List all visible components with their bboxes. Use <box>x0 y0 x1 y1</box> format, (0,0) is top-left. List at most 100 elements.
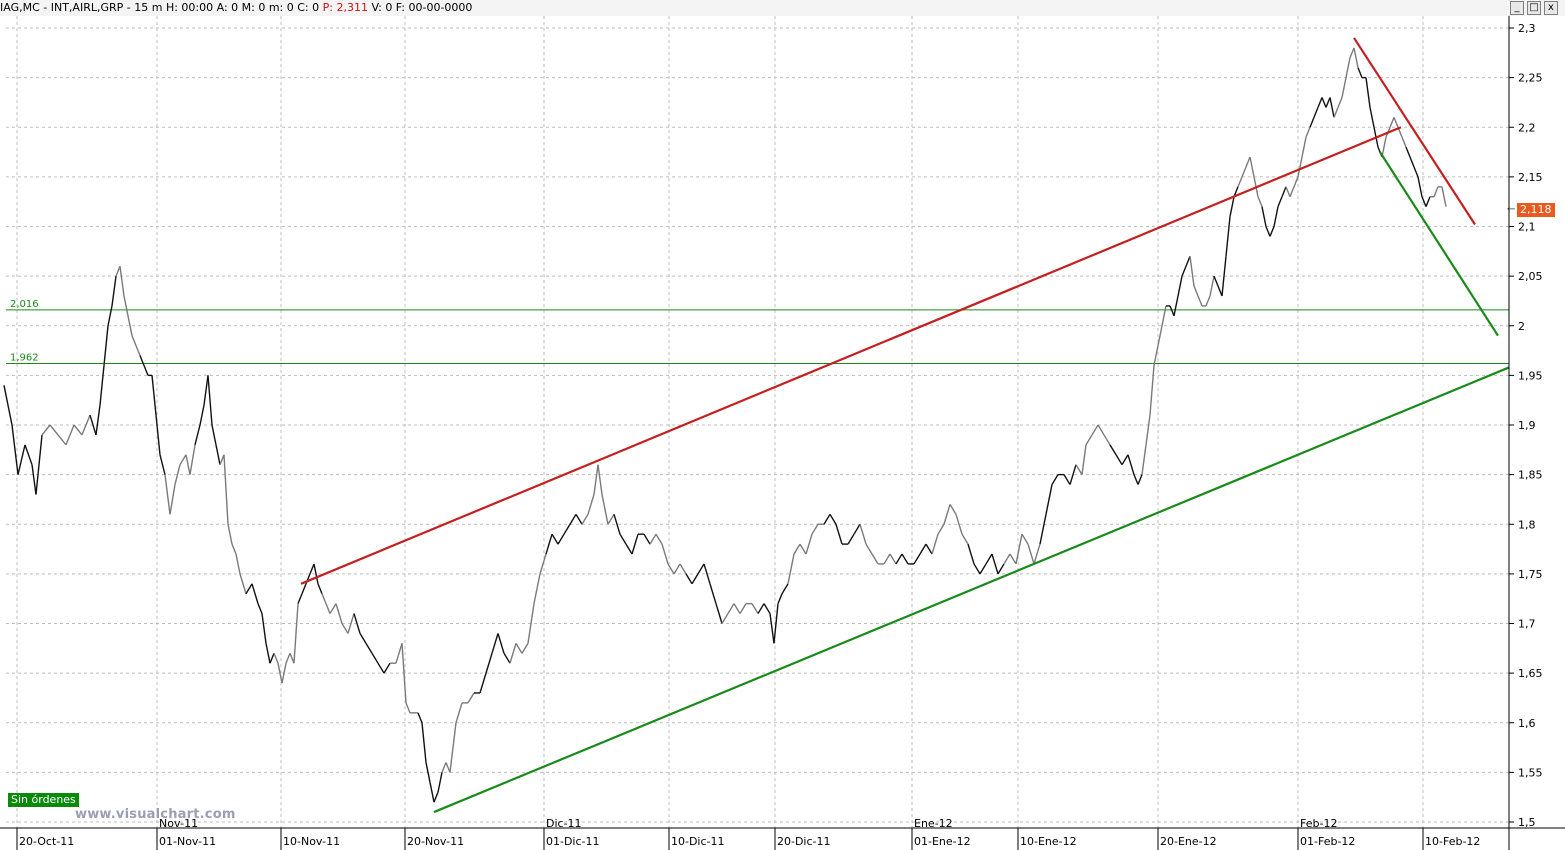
price-segment <box>1369 107 1375 128</box>
price-segment <box>805 533 813 555</box>
price-segment <box>991 553 999 575</box>
price-segment <box>757 603 765 614</box>
price-segment <box>551 533 559 545</box>
price-segment <box>943 504 951 525</box>
price-segment <box>777 593 783 604</box>
price-segment <box>937 523 945 535</box>
price-segment <box>1345 57 1351 78</box>
price-segment <box>961 533 969 545</box>
price-segment <box>787 553 795 584</box>
price-segment <box>739 603 747 614</box>
orders-status-badge[interactable]: Sin órdenes <box>8 793 79 807</box>
p-label: P <box>322 1 330 14</box>
price-chart[interactable]: 2,016 1,962 2,3 2,25 2,2 2,15 2,1 2,05 2 1,95 1,9… <box>0 16 1565 850</box>
price-segment <box>811 523 819 535</box>
price-segment <box>521 642 529 654</box>
y-tick-label: 2,25 <box>1518 72 1543 85</box>
price-segment <box>123 295 129 316</box>
x-tick-label: 10-Nov-11 <box>283 835 340 848</box>
y-tick-label: 1,65 <box>1518 667 1543 680</box>
price-segment <box>1337 97 1343 108</box>
price-segment <box>1127 454 1135 475</box>
price-segment <box>1425 196 1431 207</box>
price-segment <box>1353 47 1359 68</box>
close-button[interactable]: x <box>1544 1 1558 15</box>
price-segment <box>1357 67 1363 78</box>
price-segment <box>799 543 807 555</box>
y-tick-label: 1,5 <box>1518 816 1536 829</box>
price-segment <box>1051 474 1059 485</box>
y-tick-label: 2,15 <box>1518 171 1543 184</box>
level-label: 1,962 <box>10 352 39 363</box>
volume-stats: V: 0 F: 00-00-0000 <box>371 1 473 14</box>
price-segment <box>581 513 589 525</box>
price-segment <box>143 365 149 376</box>
price-segment <box>1293 176 1299 188</box>
price-segment <box>164 474 171 515</box>
price-segment <box>1149 365 1155 416</box>
price-segment <box>895 553 903 565</box>
grid <box>6 16 1509 830</box>
price-segment <box>429 782 435 803</box>
symbol-label: IAG,MC - INT,AIRL,GRP - <box>0 1 131 14</box>
price-segment <box>1329 97 1335 118</box>
price-segment <box>219 454 225 465</box>
y-tick-label: 1,6 <box>1518 717 1536 730</box>
price-segment <box>733 603 741 614</box>
price-segment <box>1161 305 1167 326</box>
price-segment <box>1213 275 1219 287</box>
price-segment <box>365 642 373 654</box>
price-segment <box>575 513 583 525</box>
price-segment <box>1145 414 1151 445</box>
price-segment <box>1405 146 1411 158</box>
minimize-button[interactable]: _ <box>1510 1 1524 15</box>
price-segment <box>913 553 921 565</box>
price-segment <box>89 414 97 436</box>
support-trendline <box>1379 151 1499 337</box>
price-segment <box>257 603 263 614</box>
x-tick-label: 01-Feb-12 <box>1300 835 1355 848</box>
ohlc-stats: H: 00:00 A: 0 M: 0 m: 0 C: 0 <box>165 1 320 14</box>
price-segment <box>1115 454 1123 466</box>
price-segment <box>685 573 693 585</box>
price-segment <box>967 543 975 565</box>
price-segment <box>317 583 323 594</box>
x-tick-label: 01-Dic-11 <box>546 835 600 848</box>
price-segment <box>81 414 91 436</box>
price-segment <box>1401 136 1407 148</box>
price-segment <box>155 415 161 455</box>
maximize-button[interactable]: □ <box>1527 1 1541 15</box>
price-segment <box>539 553 547 575</box>
price-segment <box>667 563 675 575</box>
price-segment <box>901 553 909 565</box>
price-segment <box>1233 186 1239 197</box>
price-segment <box>661 543 669 565</box>
price-segment <box>1069 464 1077 485</box>
price-segment <box>1317 97 1323 108</box>
price-segment <box>41 424 51 436</box>
price-series <box>3 47 1447 803</box>
price-segment <box>607 513 615 525</box>
price-segment <box>24 444 33 465</box>
price-segment <box>985 553 993 565</box>
price-segment <box>715 603 723 624</box>
price-segment <box>823 513 831 525</box>
price-segment <box>31 464 37 495</box>
price-segment <box>1365 77 1371 108</box>
price-segment <box>835 524 843 545</box>
price-segment <box>1289 186 1295 197</box>
y-tick-label: 2,05 <box>1518 270 1543 283</box>
price-segment <box>273 653 279 664</box>
price-segment <box>1441 186 1447 207</box>
x-tick-label: 20-Oct-11 <box>19 835 74 848</box>
price-segment <box>1281 186 1287 197</box>
price-segment <box>1157 325 1163 346</box>
price-segment <box>1309 117 1315 128</box>
horizontal-levels: 2,016 1,962 <box>6 299 1509 364</box>
y-tick-label: 2,3 <box>1518 22 1536 35</box>
y-tick-label: 1,95 <box>1518 369 1543 382</box>
price-segment <box>889 553 897 565</box>
price-segment <box>625 543 633 555</box>
price-segment <box>1027 543 1035 565</box>
x-tick-label: 10-Dic-11 <box>671 835 725 848</box>
